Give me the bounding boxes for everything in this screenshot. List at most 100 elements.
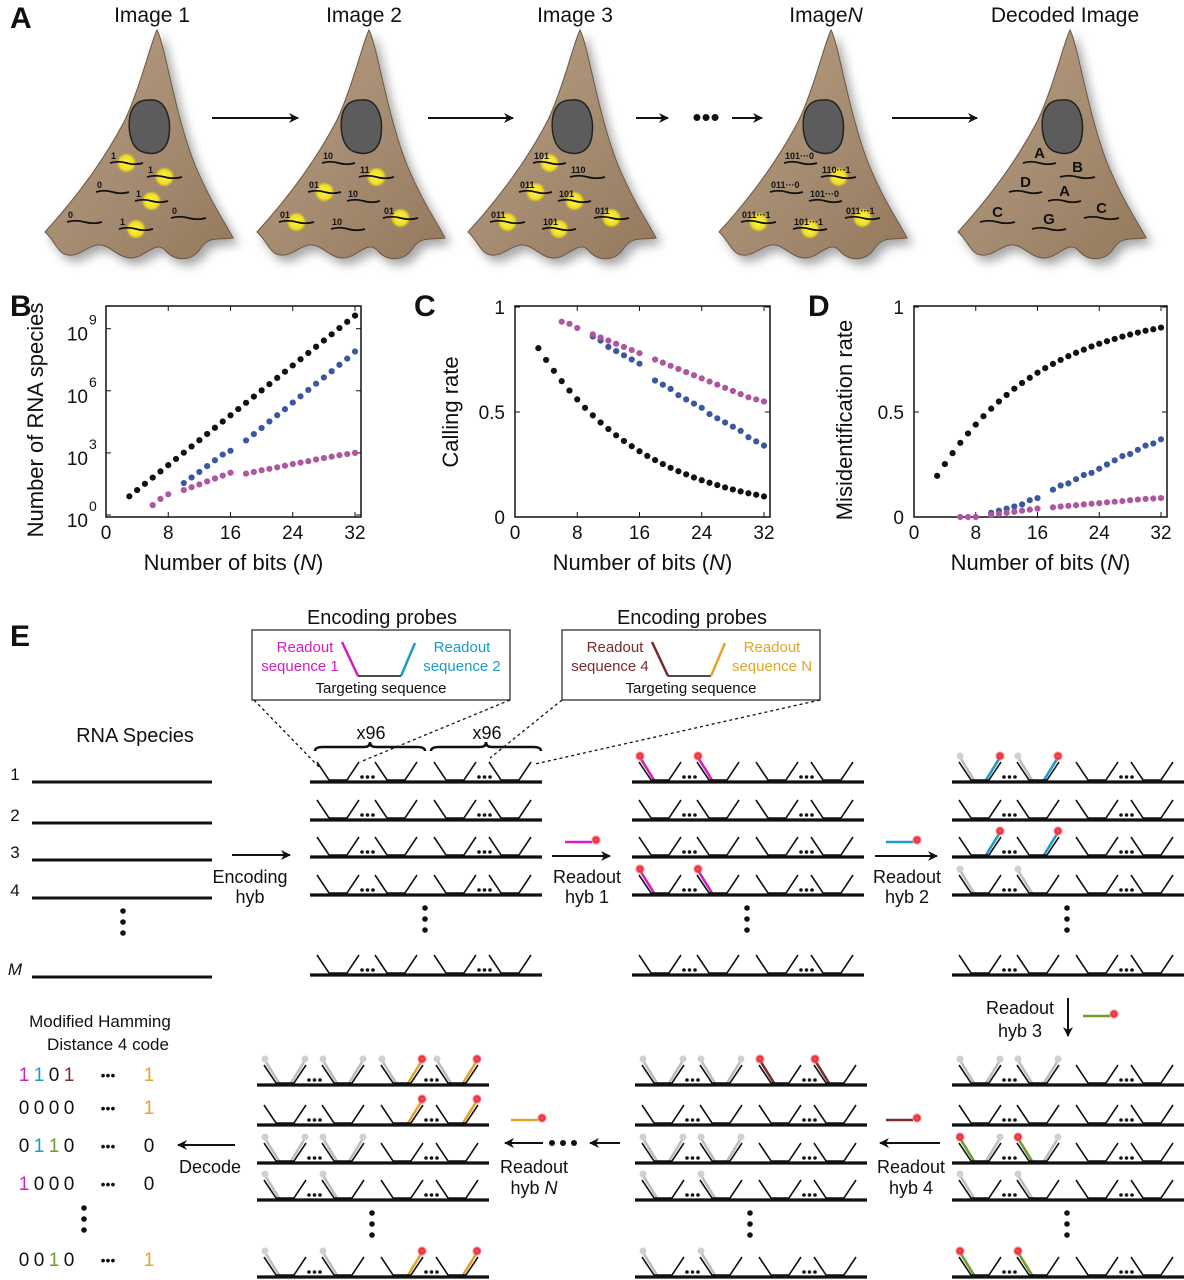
encoding-probe xyxy=(433,836,477,856)
barcode-bit: 0 xyxy=(64,1136,75,1157)
y-tick-label: 10 xyxy=(67,511,88,532)
data-point xyxy=(605,337,612,344)
encoding-probe xyxy=(699,1104,743,1124)
encoding-probe xyxy=(380,1104,424,1124)
rna-spot: 101 xyxy=(532,151,567,173)
data-point xyxy=(644,452,651,459)
vertical-ellipsis xyxy=(120,908,126,914)
ellipsis-dot xyxy=(802,1270,806,1274)
rna-row xyxy=(952,1055,1184,1087)
data-point xyxy=(597,334,604,341)
data-point xyxy=(242,399,250,406)
data-point xyxy=(227,469,234,476)
left-readout-label: Readout xyxy=(277,639,335,656)
rna-molecule xyxy=(170,215,207,221)
data-point xyxy=(1119,497,1126,505)
rna-spot: 01 xyxy=(307,180,342,202)
encoding-probe xyxy=(1075,1179,1119,1199)
ellipsis-dot xyxy=(810,968,814,972)
fluorophore-icon xyxy=(472,1246,482,1256)
encoding-probe xyxy=(1075,799,1119,819)
data-point xyxy=(636,360,643,367)
previous-readout-probe xyxy=(322,1253,339,1276)
rna-molecule xyxy=(557,198,592,204)
data-point xyxy=(581,404,589,411)
barcode-bit: 1 xyxy=(144,1098,155,1119)
fluorophore-icon xyxy=(912,835,922,845)
data-point xyxy=(196,468,203,476)
encoding-probe xyxy=(263,1104,307,1124)
encoding-probe xyxy=(321,1064,365,1084)
encoding-probe xyxy=(758,1104,802,1124)
left-readout-label: sequence 1 xyxy=(261,658,339,675)
ellipsis-dot xyxy=(1002,1193,1006,1197)
encoding-probe xyxy=(641,1179,685,1199)
right-readout-label: Readout xyxy=(434,639,492,656)
data-point xyxy=(1034,369,1041,376)
bleached-fluorophore-icon xyxy=(679,1133,687,1141)
ellipsis-dot xyxy=(1130,850,1134,854)
data-point xyxy=(1150,326,1157,333)
data-point xyxy=(312,380,320,387)
data-point xyxy=(1111,457,1118,464)
ellipsis-dot xyxy=(1007,1270,1012,1274)
ellipsis-dot xyxy=(360,968,364,972)
data-point xyxy=(753,438,760,445)
data-point xyxy=(250,430,257,438)
ellipsis-dot xyxy=(1013,968,1017,972)
previous-readout-probe xyxy=(381,1061,398,1084)
encoding-probe xyxy=(758,1179,802,1199)
ellipsis-dot xyxy=(1119,775,1123,779)
ellipsis-dot xyxy=(799,813,803,817)
bleached-fluorophore-icon xyxy=(261,1247,269,1255)
rna-molecule xyxy=(330,226,366,232)
bleached-fluorophore-icon xyxy=(1014,1170,1022,1178)
ellipsis-dot xyxy=(360,775,364,779)
bleached-fluorophore-icon xyxy=(261,1133,269,1141)
encoding-probe xyxy=(1016,1256,1060,1276)
ellipsis-dot xyxy=(307,1118,311,1122)
data-point xyxy=(1011,508,1018,515)
vertical-ellipsis xyxy=(747,1221,753,1227)
x-tick-label: 8 xyxy=(970,523,981,544)
data-point xyxy=(675,392,682,399)
ellipsis-dot xyxy=(1007,775,1012,779)
ellipsis-dot xyxy=(1013,1118,1017,1122)
barcode-bit: 0 xyxy=(144,1174,155,1195)
data-point xyxy=(289,362,296,369)
ellipsis-dot xyxy=(685,1078,689,1082)
data-point xyxy=(613,348,620,355)
rna-molecule xyxy=(346,198,381,204)
encoding-probe xyxy=(813,1256,857,1276)
bleached-fluorophore-icon xyxy=(697,1170,705,1178)
data-point xyxy=(760,493,768,500)
ellipsis-dot xyxy=(435,1118,439,1122)
barcode-ellipsis: ••• xyxy=(101,1176,116,1192)
barcode-bit: 0 xyxy=(64,1250,75,1271)
encoding-probe xyxy=(813,1179,857,1199)
encoding-probe xyxy=(380,1179,424,1199)
step-label: hyb 3 xyxy=(998,1021,1042,1041)
barcode-bit: 0 xyxy=(34,1174,45,1195)
rna-row xyxy=(257,1133,489,1165)
ellipsis-dot xyxy=(1002,1118,1006,1122)
rna-molecule xyxy=(382,215,419,221)
rna-spot: 101 xyxy=(557,189,592,211)
fluorophore-icon xyxy=(635,864,645,874)
data-point xyxy=(1119,453,1126,460)
bleached-fluorophore-icon xyxy=(697,1247,705,1255)
ellipsis-dot xyxy=(477,850,481,854)
data-point xyxy=(1088,469,1095,476)
data-point xyxy=(597,419,604,426)
fluorophore-icon xyxy=(472,1054,482,1064)
zoom-leader-line xyxy=(534,699,821,765)
vertical-ellipsis xyxy=(1064,1210,1070,1216)
ellipsis-dot xyxy=(799,968,803,972)
data-point xyxy=(1026,374,1033,381)
data-point xyxy=(297,393,304,400)
vertical-ellipsis xyxy=(422,916,428,922)
rna-row xyxy=(632,751,864,784)
ellipsis-dot xyxy=(435,1270,439,1274)
data-point xyxy=(737,488,744,495)
fluorophore-icon xyxy=(1109,1009,1119,1019)
